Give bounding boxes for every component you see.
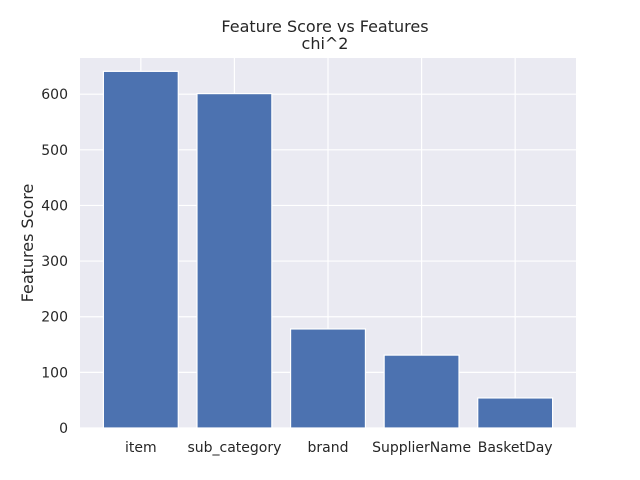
y-axis-label: Features Score (18, 184, 37, 303)
y-tick-label: 300 (41, 254, 68, 270)
y-tick-label: 400 (41, 198, 68, 214)
y-tick-label: 200 (41, 310, 68, 326)
chart-title: Feature Score vs Features (221, 17, 428, 36)
x-tick-label: item (125, 440, 157, 456)
y-tick-label: 0 (59, 421, 68, 437)
bar-brand (289, 328, 367, 429)
x-tick-label: SupplierName (372, 440, 471, 456)
bar-sub-category (196, 93, 273, 429)
x-tick-labels: item sub_category brand SupplierName BasketD… (125, 440, 553, 456)
bar-item (102, 70, 179, 429)
bar-suppliername (383, 354, 460, 429)
y-tick-labels: 0 100 200 300 400 500 600 (41, 87, 68, 437)
y-tick-label: 600 (41, 87, 68, 103)
x-tick-label: sub_category (187, 440, 281, 456)
chart-subtitle: chi^2 (302, 34, 349, 53)
x-tick-label: brand (308, 440, 349, 456)
bar-basketday (477, 397, 554, 429)
y-tick-label: 100 (41, 365, 68, 381)
y-tick-label: 500 (41, 143, 68, 159)
bars (102, 70, 554, 429)
x-tick-label: BasketDay (478, 440, 553, 456)
